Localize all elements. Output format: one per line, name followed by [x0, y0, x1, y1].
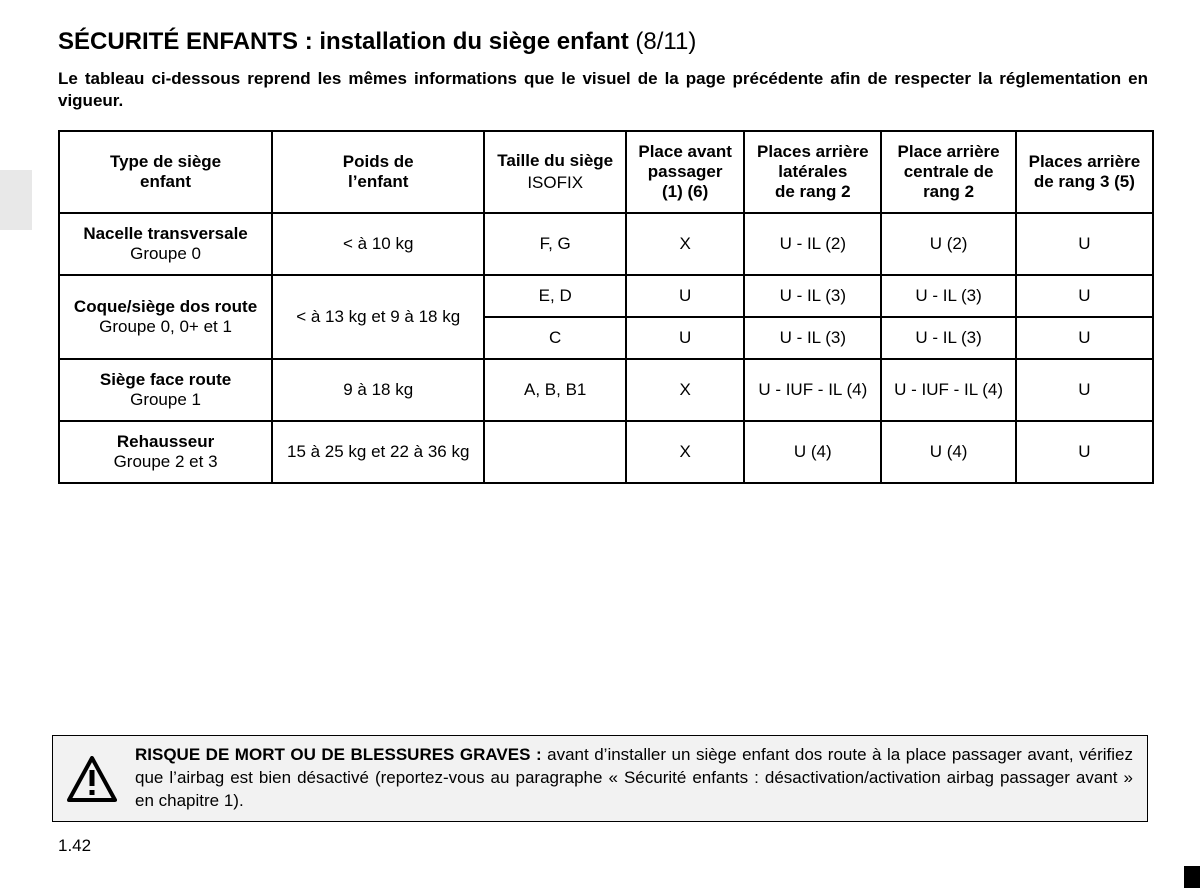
warning-icon	[67, 756, 117, 802]
table-row: Siège face route Groupe 1 9 à 18 kg A, B…	[59, 359, 1153, 421]
cell-size	[484, 421, 626, 483]
side-tab	[0, 170, 32, 230]
cell-rear-cen: U - IL (3)	[881, 275, 1015, 317]
col-front-passenger: Place avant passager (1) (6)	[626, 131, 744, 213]
table-row: Coque/siège dos route Groupe 0, 0+ et 1 …	[59, 275, 1153, 317]
cell-rear-cen: U - IUF - IL (4)	[881, 359, 1015, 421]
table-row: Nacelle transver­sale Groupe 0 < à 10 kg…	[59, 213, 1153, 275]
cell-weight: < à 10 kg	[272, 213, 484, 275]
cell-weight: 9 à 18 kg	[272, 359, 484, 421]
cell-rear-lat: U - IUF - IL (4)	[744, 359, 881, 421]
cell-size: F, G	[484, 213, 626, 275]
table-header-row: Type de siège enfant Poids de l’enfant T…	[59, 131, 1153, 213]
col-rear-lateral-row2: Places arrière latérales de rang 2	[744, 131, 881, 213]
cell-row3: U	[1016, 359, 1153, 421]
page: SÉCURITÉ ENFANTS : installation du siège…	[0, 0, 1200, 888]
cell-rear-lat: U - IL (3)	[744, 275, 881, 317]
page-title: SÉCURITÉ ENFANTS : installation du siège…	[58, 28, 1148, 56]
corner-mark	[1184, 866, 1200, 888]
warning-box: RISQUE DE MORT OU DE BLESSURES GRAVES : …	[52, 735, 1148, 822]
seat-table: Type de siège enfant Poids de l’enfant T…	[58, 130, 1154, 484]
cell-front: X	[626, 213, 744, 275]
cell-front: U	[626, 317, 744, 359]
cell-front: U	[626, 275, 744, 317]
cell-size: C	[484, 317, 626, 359]
cell-row3: U	[1016, 275, 1153, 317]
page-number: 1.42	[58, 836, 1148, 856]
cell-rear-lat: U (4)	[744, 421, 881, 483]
cell-row3: U	[1016, 213, 1153, 275]
cell-size: A, B, B1	[484, 359, 626, 421]
title-bold: SÉCURITÉ ENFANTS : installation du siège…	[58, 28, 635, 55]
warning-text: RISQUE DE MORT OU DE BLESSURES GRAVES : …	[135, 744, 1133, 813]
cell-type: Siège face route Groupe 1	[59, 359, 272, 421]
cell-row3: U	[1016, 421, 1153, 483]
cell-size: E, D	[484, 275, 626, 317]
cell-front: X	[626, 359, 744, 421]
col-type: Type de siège enfant	[59, 131, 272, 213]
cell-front: X	[626, 421, 744, 483]
cell-rear-cen: U (2)	[881, 213, 1015, 275]
cell-rear-cen: U (4)	[881, 421, 1015, 483]
cell-rear-lat: U - IL (2)	[744, 213, 881, 275]
cell-rear-cen: U - IL (3)	[881, 317, 1015, 359]
col-rear-central-row2: Place arrière centrale de rang 2	[881, 131, 1015, 213]
col-weight: Poids de l’enfant	[272, 131, 484, 213]
cell-weight: 15 à 25 kg et 22 à 36 kg	[272, 421, 484, 483]
cell-type: Rehausseur Groupe 2 et 3	[59, 421, 272, 483]
cell-type: Coque/siège dos route Groupe 0, 0+ et 1	[59, 275, 272, 359]
table-row: Rehausseur Groupe 2 et 3 15 à 25 kg et 2…	[59, 421, 1153, 483]
cell-weight: < à 13 kg et 9 à 18 kg	[272, 275, 484, 359]
intro-text: Le tableau ci-dessous reprend les mêmes …	[58, 68, 1148, 112]
cell-rear-lat: U - IL (3)	[744, 317, 881, 359]
footer-area: RISQUE DE MORT OU DE BLESSURES GRAVES : …	[52, 735, 1148, 856]
col-size: Taille du siège ISOFIX	[484, 131, 626, 213]
cell-type: Nacelle transver­sale Groupe 0	[59, 213, 272, 275]
col-rear-row3: Places arrière de rang 3 (5)	[1016, 131, 1153, 213]
cell-row3: U	[1016, 317, 1153, 359]
title-light: (8/11)	[635, 28, 696, 55]
